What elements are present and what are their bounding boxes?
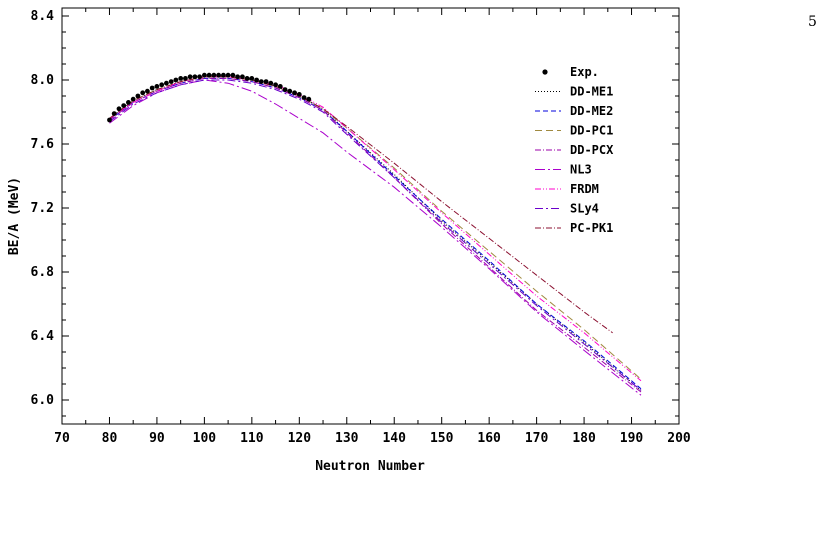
x-tick-label: 140 [382, 431, 406, 446]
x-tick-label: 180 [572, 431, 596, 446]
x-tick-label: 170 [525, 431, 549, 446]
x-tick-label: 80 [102, 431, 118, 446]
exp-point [140, 90, 146, 96]
series-line-nl3 [109, 79, 642, 396]
y-tick-label: 6.0 [31, 393, 55, 408]
x-axis-title: Neutron Number [315, 459, 425, 474]
exp-point [111, 111, 117, 116]
exp-point [130, 96, 136, 102]
exp-point [173, 77, 179, 83]
series-line-dd-me2 [109, 77, 642, 390]
series-line-pc-pk1 [109, 76, 613, 334]
exp-point [254, 77, 259, 83]
y-tick-label: 6.4 [31, 329, 55, 344]
y-tick-label: 8.4 [31, 9, 55, 24]
exp-point [273, 82, 278, 88]
legend-label-sly4: SLy4 [570, 202, 599, 216]
series-line-dd-pc1 [109, 76, 642, 380]
series-line-sly4 [109, 79, 642, 391]
exp-point [125, 100, 131, 105]
exp-point [107, 117, 112, 123]
exp-point [168, 79, 174, 84]
legend-marker-exp [542, 69, 548, 75]
exp-point [178, 76, 184, 81]
exp-point [116, 106, 122, 112]
exp-point [211, 72, 217, 78]
series-line-dd-pcx [109, 77, 642, 393]
exp-point [145, 88, 150, 94]
exp-point [216, 72, 222, 78]
x-tick-label: 130 [335, 431, 359, 446]
exp-point [159, 82, 165, 88]
exp-point [282, 87, 288, 92]
exp-point [135, 93, 141, 99]
exp-point [206, 72, 212, 78]
legend-label-pc-pk1: PC-PK1 [570, 221, 613, 235]
series-line-dd-me1 [109, 76, 642, 391]
x-tick-label: 100 [193, 431, 217, 446]
exp-point [149, 85, 155, 91]
legend-label-frdm: FRDM [570, 182, 599, 196]
exp-point [249, 76, 255, 81]
x-tick-label: 110 [240, 431, 264, 446]
exp-point [164, 80, 169, 86]
x-tick-label: 70 [54, 431, 70, 446]
exp-point [221, 72, 226, 78]
legend-label-dd-pcx: DD-PCX [570, 143, 614, 157]
exp-point [197, 74, 203, 80]
exp-point [277, 84, 283, 89]
y-tick-label: 8.0 [31, 73, 55, 88]
exp-point [306, 96, 312, 102]
exp-point [187, 74, 193, 80]
legend-label-dd-me1: DD-ME1 [570, 85, 613, 99]
exp-point [183, 76, 188, 81]
exp-point [287, 88, 293, 94]
x-tick-label: 160 [477, 431, 501, 446]
exp-point [301, 95, 307, 100]
y-tick-label: 7.6 [31, 137, 55, 152]
exp-point [192, 74, 198, 80]
exp-point [235, 74, 241, 80]
exp-point [225, 72, 231, 78]
x-tick-label: 90 [149, 431, 165, 446]
legend-label-nl3: NL3 [570, 163, 592, 177]
x-tick-label: 120 [288, 431, 312, 446]
legend-label-dd-pc1: DD-PC1 [570, 124, 613, 138]
exp-point [258, 79, 264, 84]
y-tick-label: 6.8 [31, 265, 55, 280]
exp-point [244, 76, 250, 81]
exp-point [121, 103, 127, 108]
x-tick-label: 150 [430, 431, 454, 446]
exp-point [268, 80, 274, 86]
page-number: 5 [808, 14, 817, 30]
legend-label-exp: Exp. [570, 65, 599, 79]
y-axis-title: BE/A (MeV) [7, 177, 22, 255]
legend-label-dd-me2: DD-ME2 [570, 104, 613, 118]
exp-point [263, 79, 269, 84]
exp-point [230, 72, 236, 78]
series-line-frdm [109, 76, 642, 382]
exp-point [292, 90, 297, 96]
exp-point [240, 74, 245, 80]
exp-point [296, 92, 302, 97]
exp-point [154, 84, 160, 89]
x-tick-label: 190 [620, 431, 644, 446]
y-tick-label: 7.2 [31, 201, 54, 216]
x-tick-label: 200 [667, 431, 691, 446]
exp-point [202, 72, 207, 78]
